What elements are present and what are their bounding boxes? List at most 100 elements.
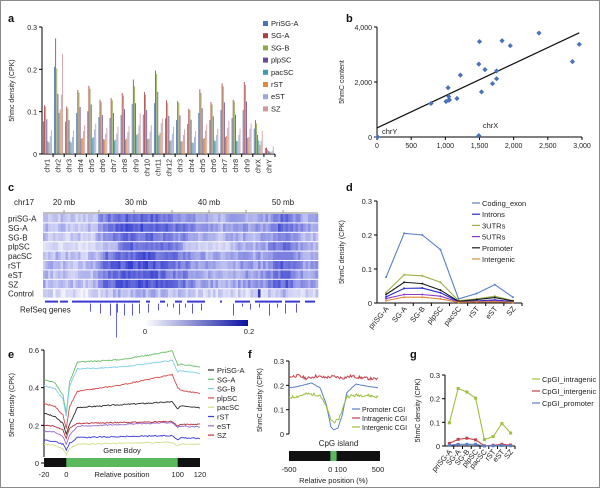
heatmap-cell [135, 261, 139, 270]
bar-rST-chr5 [93, 137, 94, 154]
y-tick-label: 0.1 [274, 406, 284, 415]
series-line-Introns [385, 287, 513, 303]
heatmap-cell [140, 289, 144, 298]
heatmap-cell [308, 214, 311, 223]
heatmap-cell [140, 251, 144, 260]
heatmap-cell [288, 261, 291, 270]
legend-label: CpGI_intragenic [542, 375, 596, 384]
heatmap-cell [173, 232, 176, 242]
heatmap-cell [178, 270, 181, 279]
heatmap-cell [220, 251, 224, 260]
heatmap-cell [270, 251, 274, 260]
heatmap-cell [80, 242, 84, 251]
heatmap-cell [243, 270, 246, 279]
heatmap-cell [145, 223, 149, 232]
heatmap-cell [98, 270, 101, 279]
heatmap-cell [50, 232, 54, 242]
heatmap-cell [290, 289, 294, 298]
heatmap-cell [98, 223, 101, 232]
x-axis-label: Relative position (%) [299, 476, 368, 485]
heatmap-cell [208, 270, 211, 279]
heatmap-cell [238, 242, 241, 251]
heatmap-cell [260, 232, 264, 242]
heatmap-cell [120, 214, 124, 223]
heatmap-cell [123, 214, 126, 223]
heatmap-cell [120, 232, 124, 242]
heatmap-cell [153, 289, 156, 298]
heatmap-cell [200, 251, 204, 260]
heatmap-cell [145, 289, 149, 298]
refseq-gene-isoform [110, 303, 111, 316]
heatmap-cell [130, 242, 134, 251]
heatmap-cell [73, 242, 76, 251]
heatmap-cell [218, 242, 221, 251]
heatmap-cell [310, 289, 314, 298]
heatmap-cell [298, 223, 301, 232]
data-point [403, 273, 406, 276]
heatmap-cell [243, 289, 246, 298]
x-tick-label: chr6 [211, 159, 218, 173]
heatmap-cell [215, 251, 219, 260]
heatmap-cell [293, 289, 296, 298]
heatmap-cell [215, 279, 219, 289]
heatmap-cell [295, 214, 299, 223]
series-line-3UTRs [385, 274, 514, 302]
legend-swatch-rST [263, 82, 268, 87]
refseq-gene [45, 300, 58, 303]
refseq-gene-isoform [116, 303, 117, 338]
bar-plpSC-chrX [257, 134, 259, 154]
heatmap-cell [210, 270, 214, 279]
heatmap-cell [120, 242, 124, 251]
heatmap-cell [188, 232, 191, 242]
heatmap-cell [153, 214, 156, 223]
heatmap-cell [193, 232, 196, 242]
row-label: SZ [8, 280, 18, 289]
heatmap-cell [60, 242, 64, 251]
heatmap-cell [128, 232, 131, 242]
bar-eST-chr5 [205, 130, 206, 154]
heatmap-cell [68, 223, 71, 232]
heatmap-cell [310, 214, 314, 223]
heatmap-cell [205, 279, 209, 289]
heatmap-cell [273, 214, 276, 223]
bar-eST-chr11 [160, 123, 162, 154]
bar-eST-chr4 [83, 131, 84, 154]
heatmap-cell [250, 242, 254, 251]
annotation-chrY: chrY [382, 127, 397, 136]
heatmap-cell [148, 270, 151, 279]
heatmap-cell [195, 289, 199, 298]
heatmap-cell [115, 214, 119, 223]
heatmap-cell [298, 270, 301, 279]
heatmap-cell [55, 289, 59, 298]
legend-label: SG-A [217, 375, 235, 384]
heatmap-cell [170, 289, 174, 298]
heatmap-cell [303, 289, 306, 298]
heatmap-cell [125, 279, 129, 289]
heatmap-cell [208, 289, 211, 298]
bar-PriSG-A-chr8 [120, 115, 122, 154]
heatmap-cell [195, 279, 199, 289]
bar-SZ-chr3 [184, 129, 185, 154]
heatmap-cell [63, 270, 66, 279]
heatmap-cell [250, 279, 254, 289]
refseq-gene [72, 300, 140, 303]
heatmap-cell [160, 270, 164, 279]
heatmap-cell [310, 251, 314, 260]
heatmap-cell [125, 232, 129, 242]
heatmap-cell [60, 279, 64, 289]
heatmap-cell [45, 232, 49, 242]
series-line-SZ [43, 420, 201, 440]
heatmap-cell [288, 232, 291, 242]
heatmap-cell [95, 261, 99, 270]
heatmap-cell [198, 214, 201, 223]
bar-eST-chr12 [171, 133, 173, 154]
x-tick-label: 0 [375, 143, 379, 150]
heatmap-cell [228, 289, 231, 298]
data-point [385, 276, 388, 279]
heatmap-cell [130, 214, 134, 223]
y-tick-label: 0.2 [430, 395, 440, 404]
heatmap-cell [238, 232, 241, 242]
heatmap-cell [243, 242, 246, 251]
heatmap-cell [100, 289, 104, 298]
refseq-gene-isoform [167, 303, 168, 307]
